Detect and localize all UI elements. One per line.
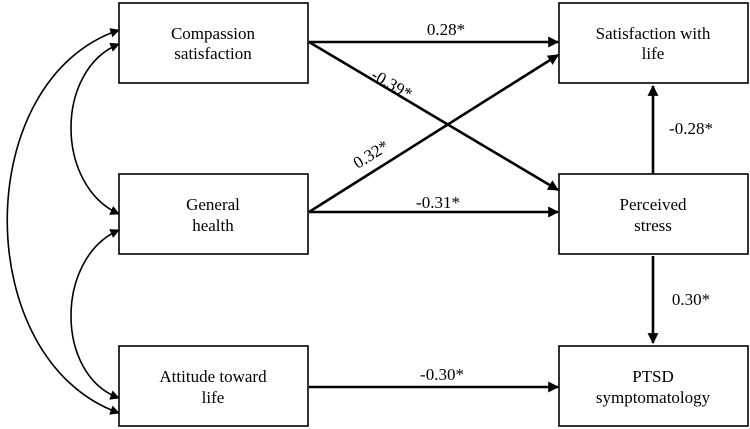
node-label-line: Compassion xyxy=(171,24,256,43)
coef-attitude-ptsd: -0.30* xyxy=(420,365,464,384)
node-label-line: satisfaction xyxy=(174,44,252,63)
node-label-line: stress xyxy=(634,216,672,235)
path-arrows xyxy=(308,36,659,393)
coef-stress-ptsd: 0.30* xyxy=(672,290,710,309)
coef-stress-satisfaction: -0.28* xyxy=(669,119,713,138)
node-label-line: life xyxy=(202,388,225,407)
node-ptsd-symptomatology: PTSD symptomatology xyxy=(558,345,749,427)
coef-health-satisfaction: 0.32* xyxy=(350,136,393,172)
node-general-health: General health xyxy=(118,173,309,255)
node-label-line: symptomatology xyxy=(596,388,711,407)
node-label-line: Satisfaction with xyxy=(596,24,711,43)
coef-compassion-satisfaction: 0.28* xyxy=(427,20,465,39)
node-satisfaction-with-life: Satisfaction with life xyxy=(558,2,749,84)
node-label-line: Attitude toward xyxy=(159,367,267,386)
node-compassion-satisfaction: Compassion satisfaction xyxy=(118,2,309,84)
node-label-line: health xyxy=(192,216,234,235)
corr-health-attitude xyxy=(70,229,120,400)
arrow-health-satisfaction xyxy=(308,53,559,214)
node-perceived-stress: Perceived stress xyxy=(558,173,749,255)
node-attitude-toward-life: Attitude toward life xyxy=(118,345,309,427)
correlation-arcs xyxy=(6,28,120,415)
node-label-line: General xyxy=(186,195,240,214)
corr-compassion-attitude xyxy=(6,28,120,415)
corr-compassion-health xyxy=(70,42,120,215)
node-label-line: PTSD xyxy=(632,367,674,386)
arrow-compassion-stress xyxy=(308,40,559,192)
node-label-line: life xyxy=(642,44,665,63)
coef-compassion-stress: -0.39* xyxy=(368,65,416,103)
node-label-line: Perceived xyxy=(619,195,687,214)
coef-health-stress: -0.31* xyxy=(416,193,460,212)
